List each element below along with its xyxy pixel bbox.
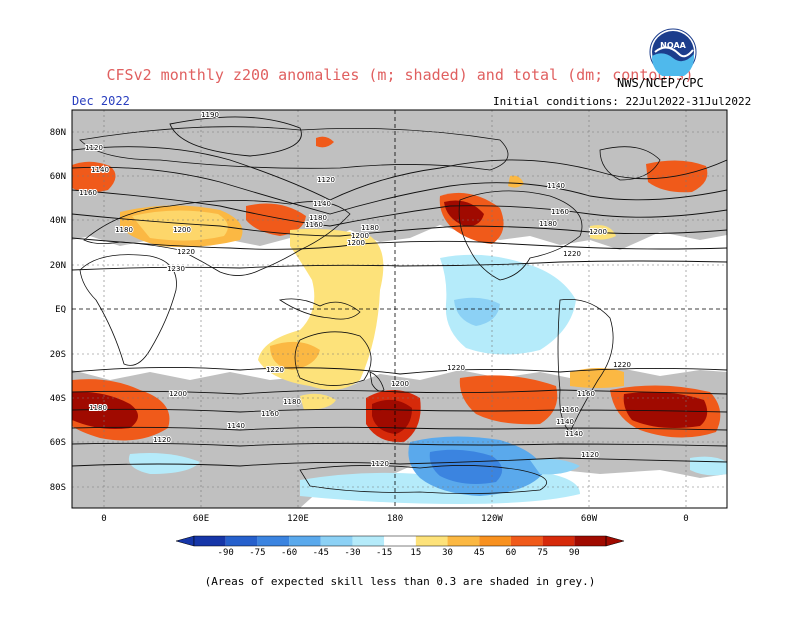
colorbar-arrow-low bbox=[175, 535, 195, 547]
contour-label: 1220 bbox=[177, 248, 195, 256]
colorbar-swatch bbox=[479, 536, 511, 546]
lat-label: 80S bbox=[50, 483, 66, 493]
colorbar-label: 60 bbox=[506, 548, 517, 558]
noaa-logo: NOAA bbox=[649, 28, 697, 76]
lon-label: 0 bbox=[683, 514, 688, 524]
lon-label: 180 bbox=[387, 514, 403, 524]
colorbar-swatch bbox=[574, 536, 606, 546]
colorbar-swatch bbox=[542, 536, 575, 546]
contour-label: 1200 bbox=[169, 390, 187, 398]
colorbar-swatch bbox=[384, 536, 416, 546]
colorbar-label: -90 bbox=[218, 548, 234, 558]
contour-label: 1180 bbox=[539, 220, 557, 228]
map-frame bbox=[71, 109, 728, 509]
colorbar-swatch bbox=[415, 536, 448, 546]
lat-label: 80N bbox=[50, 128, 66, 138]
contour-label: 1160 bbox=[551, 208, 569, 216]
colorbar-label: 90 bbox=[569, 548, 580, 558]
colorbar-label: -45 bbox=[313, 548, 329, 558]
lat-label: 40N bbox=[50, 216, 66, 226]
contour-label: 1120 bbox=[371, 460, 389, 468]
colorbar-label: 15 bbox=[410, 548, 421, 558]
contour-label: 1180 bbox=[283, 398, 301, 406]
contour-label: 1120 bbox=[85, 144, 103, 152]
colorbar-swatch bbox=[225, 536, 258, 546]
contour-label: 1180 bbox=[115, 226, 133, 234]
skill-note: (Areas of expected skill less than 0.3 a… bbox=[204, 575, 596, 588]
colorbar-swatch bbox=[447, 536, 480, 546]
colorbar-frame bbox=[193, 535, 607, 547]
colorbar-label: -60 bbox=[281, 548, 297, 558]
contour-label: 1180 bbox=[361, 224, 379, 232]
lat-label: 60S bbox=[50, 438, 66, 448]
contour-label: 1200 bbox=[391, 380, 409, 388]
height-contours bbox=[72, 116, 727, 467]
contour-label: 1140 bbox=[547, 182, 565, 190]
contour-label: 1190 bbox=[201, 111, 219, 119]
colorbar-label: -75 bbox=[249, 548, 265, 558]
colorbar: -90 -75 -60 -45 -30 -15 15 30 45 60 75 90 bbox=[175, 535, 625, 558]
colorbar-label: 45 bbox=[474, 548, 485, 558]
lon-label: 0 bbox=[101, 514, 106, 524]
colorbar-swatch bbox=[320, 536, 353, 546]
lat-label: 60N bbox=[50, 172, 66, 182]
contour-label: 1140 bbox=[556, 418, 574, 426]
contour-label: 1200 bbox=[351, 232, 369, 240]
contour-label: 1160 bbox=[261, 410, 279, 418]
negative-anomalies bbox=[128, 254, 727, 504]
figure-title: CFSv2 monthly z200 anomalies (m; shaded)… bbox=[106, 66, 694, 84]
contour-label: 1180 bbox=[309, 214, 327, 222]
contour-label: 1160 bbox=[79, 189, 97, 197]
lat-label: 40S bbox=[50, 394, 66, 404]
logo-text: NOAA bbox=[660, 41, 686, 50]
lat-label: EQ bbox=[55, 305, 66, 315]
colorbar-arrow-high bbox=[605, 535, 625, 547]
colorbar-label: 75 bbox=[537, 548, 548, 558]
contour-label: 1160 bbox=[561, 406, 579, 414]
lon-label: 120E bbox=[287, 514, 309, 524]
contour-label: 1140 bbox=[227, 422, 245, 430]
lon-label: 60E bbox=[193, 514, 209, 524]
colorbar-label: -15 bbox=[376, 548, 392, 558]
contour-label: 1220 bbox=[563, 250, 581, 258]
colorbar-label: -30 bbox=[344, 548, 360, 558]
colorbar-swatch bbox=[289, 536, 321, 546]
contour-label: 1140 bbox=[313, 200, 331, 208]
contour-label: 1180 bbox=[89, 404, 107, 412]
contour-label: 1200 bbox=[347, 239, 365, 247]
lon-label: 120W bbox=[481, 514, 503, 524]
contour-label: 1120 bbox=[581, 451, 599, 459]
colorbar-swatch bbox=[510, 536, 543, 546]
lon-label: 60W bbox=[581, 514, 598, 524]
forecast-month: Dec 2022 bbox=[72, 94, 130, 108]
longitude-labels: 0 60E 120E 180 120W 60W 0 bbox=[101, 514, 688, 524]
contour-label: 1120 bbox=[153, 436, 171, 444]
colorbar-swatch bbox=[352, 536, 385, 546]
contour-label: 1120 bbox=[317, 176, 335, 184]
contour-label: 1220 bbox=[613, 361, 631, 369]
initial-conditions: Initial conditions: 22Jul2022-31Jul2022 bbox=[493, 95, 752, 108]
contour-label: 1200 bbox=[173, 226, 191, 234]
colorbar-label: 30 bbox=[442, 548, 453, 558]
contour-label: 1230 bbox=[167, 265, 185, 273]
contour-label: 1220 bbox=[266, 366, 284, 374]
lat-label: 20N bbox=[50, 261, 66, 271]
lat-label: 20S bbox=[50, 350, 66, 360]
agency-label: NWS/NCEP/CPC bbox=[617, 76, 704, 90]
contour-label: 1160 bbox=[577, 390, 595, 398]
colorbar-swatch bbox=[194, 536, 226, 546]
contour-label: 1140 bbox=[565, 430, 583, 438]
contour-label: 1160 bbox=[305, 221, 323, 229]
contour-label: 1220 bbox=[447, 364, 465, 372]
contour-label: 1140 bbox=[91, 166, 109, 174]
colorbar-swatch bbox=[257, 536, 290, 546]
contour-label: 1200 bbox=[589, 228, 607, 236]
latitude-labels: 80N 60N 40N 20N EQ 20S 40S 60S 80S bbox=[50, 128, 66, 493]
